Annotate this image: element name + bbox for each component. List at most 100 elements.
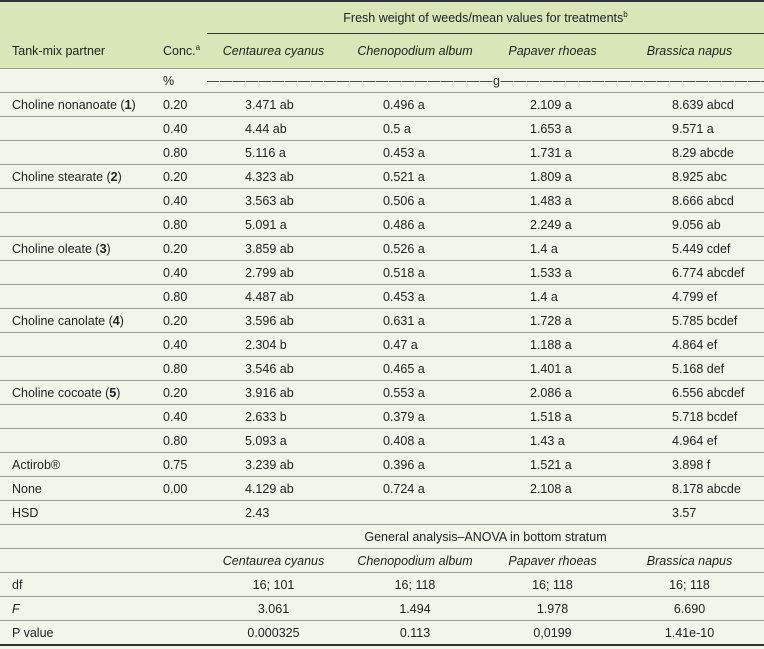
conc-cell: 0.80: [150, 212, 207, 237]
anova-value: 16; 118: [340, 572, 490, 597]
value-cell: 1.483 a: [490, 188, 615, 213]
anova-species: Centaurea cyanus: [207, 548, 340, 573]
value-cell: 2.109 a: [490, 92, 615, 117]
value-cell: 3.546 ab: [207, 356, 340, 381]
table-row: 0.80 4.487 ab 0.453 a 1.4 a 4.799 ef: [0, 284, 764, 309]
value-cell: 2.304 b: [207, 332, 340, 357]
partner-cell: Choline cocoate (5): [0, 380, 150, 405]
value-cell: 0.5 a: [340, 116, 490, 141]
anova-value: 16; 118: [615, 572, 764, 597]
empty-cell: [150, 620, 207, 646]
partner-cell: [0, 140, 150, 165]
table-row: 0.80 5.091 a 0.486 a 2.249 a 9.056 ab: [0, 212, 764, 237]
table-row: HSD 2.43 3.57: [0, 500, 764, 525]
value-cell: 1.728 a: [490, 308, 615, 333]
value-cell: [340, 500, 490, 525]
value-cell: 4.129 ab: [207, 476, 340, 501]
partner-cell: Choline nonanoate (1): [0, 92, 150, 117]
value-cell: 0.453 a: [340, 140, 490, 165]
conc-cell: 0.20: [150, 92, 207, 117]
table-row: 0.80 5.116 a 0.453 a 1.731 a 8.29 abcde: [0, 140, 764, 165]
anova-label: df: [0, 572, 150, 597]
header-row-group: Fresh weight of weeds/mean values for tr…: [0, 1, 764, 34]
partner-cell: HSD: [0, 500, 150, 525]
col-species: Brassica napus: [615, 33, 764, 69]
value-cell: 3.898 f: [615, 452, 764, 477]
empty-cell: [150, 548, 207, 573]
value-cell: 3.57: [615, 500, 764, 525]
table-row: Choline oleate (3) 0.20 3.859 ab 0.526 a 1.4…: [0, 236, 764, 261]
partner-cell: [0, 404, 150, 429]
conc-cell: [150, 500, 207, 525]
value-cell: 4.864 ef: [615, 332, 764, 357]
value-cell: 0.379 a: [340, 404, 490, 429]
value-cell: 0.631 a: [340, 308, 490, 333]
partner-cell: Choline oleate (3): [0, 236, 150, 261]
conc-cell: 0.20: [150, 308, 207, 333]
conc-cell: 0.20: [150, 164, 207, 189]
anova-value: 0,0199: [490, 620, 615, 646]
col-conc: Conc.a: [150, 33, 207, 69]
value-cell: 1.4 a: [490, 236, 615, 261]
header-row-columns: Tank-mix partner Conc.a Centaurea cyanus…: [0, 33, 764, 69]
conc-cell: 0.20: [150, 236, 207, 261]
anova-species: Papaver rhoeas: [490, 548, 615, 573]
value-cell: 2.108 a: [490, 476, 615, 501]
value-cell: 5.093 a: [207, 428, 340, 453]
value-cell: 6.774 abcdef: [615, 260, 764, 285]
value-cell: 9.056 ab: [615, 212, 764, 237]
col-species: Chenopodium album: [340, 33, 490, 69]
value-cell: 8.29 abcde: [615, 140, 764, 165]
anova-row: df 16; 101 16; 118 16; 118 16; 118: [0, 572, 764, 597]
anova-species: Brassica napus: [615, 548, 764, 573]
conc-cell: 0.40: [150, 116, 207, 141]
conc-cell: 0.20: [150, 380, 207, 405]
value-cell: 0.506 a: [340, 188, 490, 213]
anova-value: 6.690: [615, 596, 764, 621]
value-cell: 4.487 ab: [207, 284, 340, 309]
value-cell: 2.633 b: [207, 404, 340, 429]
value-cell: 5.718 bcdef: [615, 404, 764, 429]
value-cell: 9.571 a: [615, 116, 764, 141]
value-cell: 5.091 a: [207, 212, 340, 237]
value-cell: 3.239 ab: [207, 452, 340, 477]
anova-row: F 3.061 1.494 1.978 6.690: [0, 596, 764, 621]
value-cell: 3.596 ab: [207, 308, 340, 333]
partner-cell: [0, 116, 150, 141]
table-row: Choline cocoate (5) 0.20 3.916 ab 0.553 a 2.…: [0, 380, 764, 405]
table-row: 0.40 4.44 ab 0.5 a 1.653 a 9.571 a: [0, 116, 764, 141]
partner-cell: [0, 212, 150, 237]
table-row: Actirob® 0.75 3.239 ab 0.396 a 1.521 a 3.898 …: [0, 452, 764, 477]
value-cell: 1.518 a: [490, 404, 615, 429]
empty-cell: [150, 524, 207, 549]
partner-cell: [0, 284, 150, 309]
table-row: 0.40 2.799 ab 0.518 a 1.533 a 6.774 abcdef: [0, 260, 764, 285]
value-cell: 0.521 a: [340, 164, 490, 189]
anova-value: 3.061: [207, 596, 340, 621]
value-cell: 1.4 a: [490, 284, 615, 309]
value-cell: 1.809 a: [490, 164, 615, 189]
conc-cell: 0.00: [150, 476, 207, 501]
table-row: 0.40 2.304 b 0.47 a 1.188 a 4.864 ef: [0, 332, 764, 357]
value-cell: 0.486 a: [340, 212, 490, 237]
table-row: None 0.00 4.129 ab 0.724 a 2.108 a 8.178 abcd…: [0, 476, 764, 501]
conc-cell: 0.40: [150, 188, 207, 213]
value-cell: 2.799 ab: [207, 260, 340, 285]
value-cell: 0.408 a: [340, 428, 490, 453]
partner-cell: [0, 428, 150, 453]
partner-cell: Choline stearate (2): [0, 164, 150, 189]
value-cell: 1.533 a: [490, 260, 615, 285]
value-cell: 2.249 a: [490, 212, 615, 237]
value-cell: 3.471 ab: [207, 92, 340, 117]
value-cell: 5.116 a: [207, 140, 340, 165]
anova-label: P value: [0, 620, 150, 646]
value-cell: 1.521 a: [490, 452, 615, 477]
anova-value: 0.000325: [207, 620, 340, 646]
anova-label: F: [0, 596, 150, 621]
value-cell: 3.859 ab: [207, 236, 340, 261]
conc-cell: 0.40: [150, 260, 207, 285]
conc-cell: 0.80: [150, 356, 207, 381]
anova-value: 1.41e-10: [615, 620, 764, 646]
